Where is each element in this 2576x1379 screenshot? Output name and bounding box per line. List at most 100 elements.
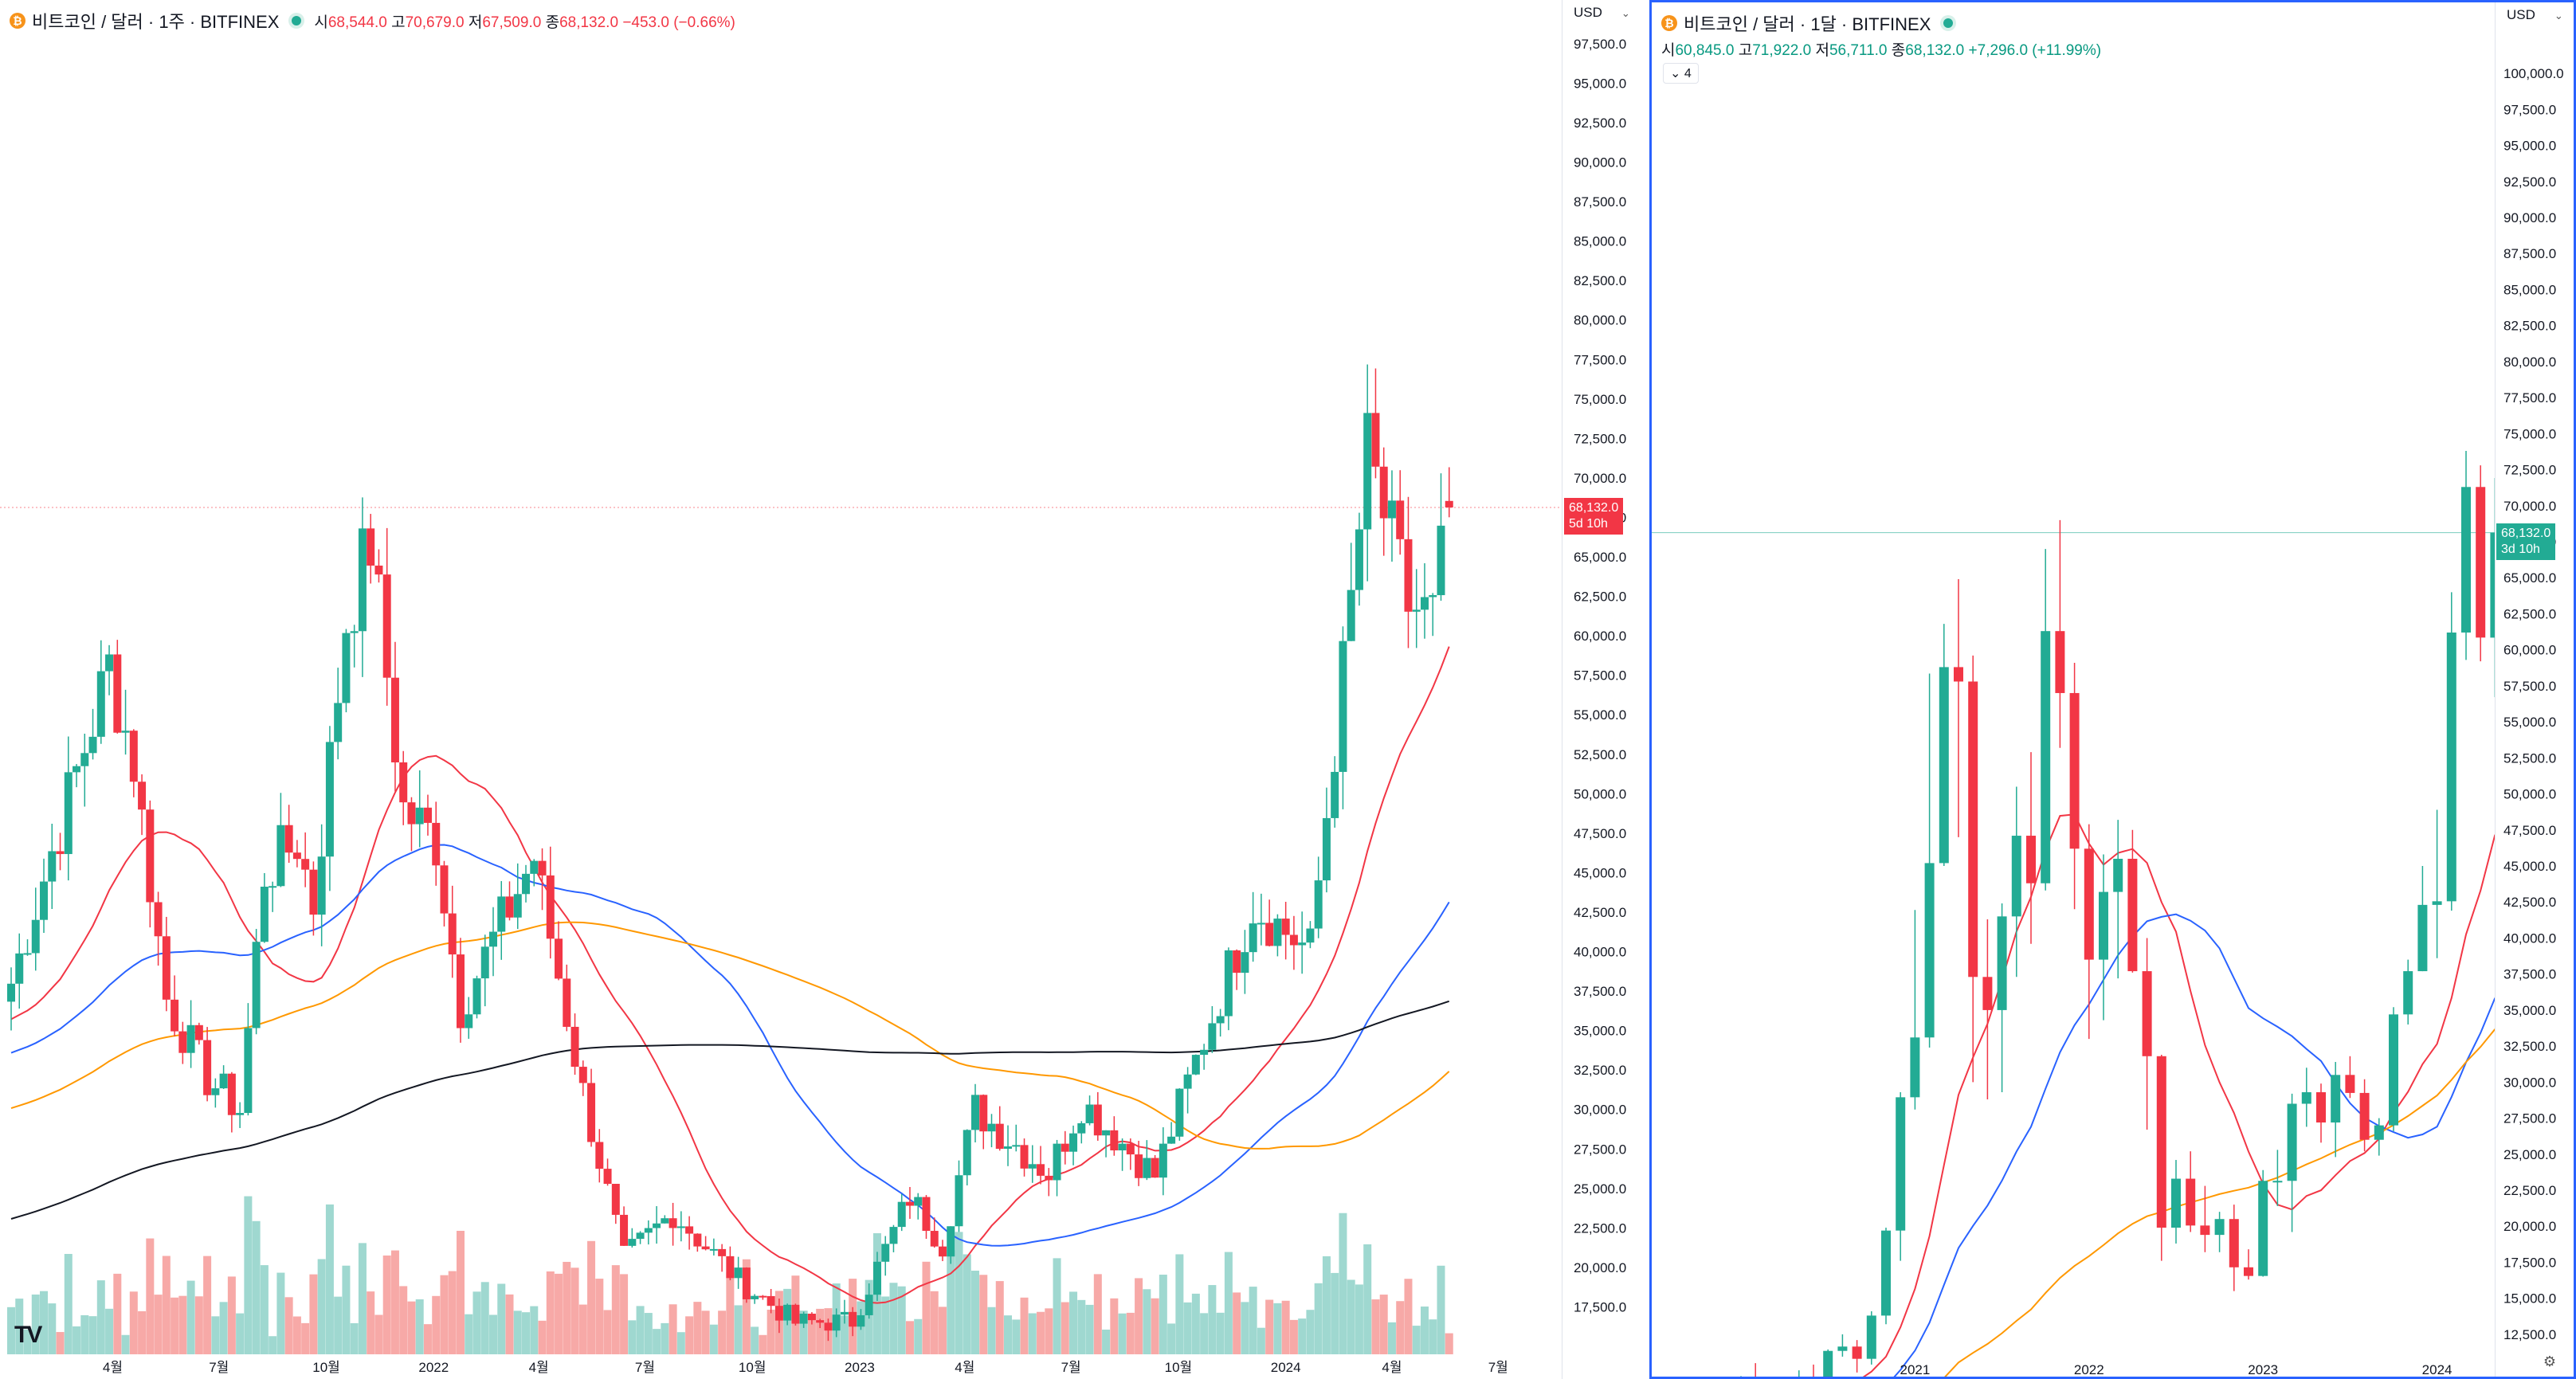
volume-bar — [971, 1271, 979, 1354]
candle-body — [301, 859, 310, 870]
candle-body — [1020, 1145, 1029, 1169]
volume-bar — [1135, 1278, 1143, 1354]
weekly-chart-pane[interactable]: 4월 7월 10월 2022 4월 7월 10월 2023 4월 7월 10월 2024 4월 7월 ₿ … — [0, 0, 1647, 1379]
y-tick-label: 40,000.0 — [1574, 945, 1626, 960]
candle-body — [1289, 934, 1298, 946]
y-tick-label: 47,500.0 — [1574, 826, 1626, 841]
weekly-currency-selector[interactable]: USD ⌄ — [1574, 5, 1630, 20]
volume-bar — [726, 1271, 735, 1354]
volume-bar — [628, 1320, 637, 1354]
candle-body — [2127, 858, 2138, 972]
volume-bar — [530, 1306, 539, 1354]
y-tick-label: 85,000.0 — [2503, 282, 2556, 297]
volume-bar — [1175, 1254, 1184, 1354]
volume-bar — [709, 1324, 718, 1354]
volume-bar — [227, 1276, 236, 1354]
candle-body — [1037, 1164, 1045, 1176]
volume-bar — [1126, 1312, 1135, 1354]
y-tick-label: 72,500.0 — [2503, 463, 2556, 478]
weekly-price-axis[interactable]: USD ⌄ 97,500.0 95,000.0 92,500.0 90,000.0 87,… — [1562, 0, 1647, 1379]
weekly-symbol-title[interactable]: 비트코인 / 달러 · 1주 · BITFINEX — [32, 12, 280, 32]
candle-body — [146, 809, 155, 903]
volume-bar — [432, 1295, 441, 1354]
volume-bar — [570, 1267, 579, 1354]
volume-bar — [1347, 1279, 1355, 1354]
volume-bar — [317, 1259, 326, 1354]
y-tick-label: 30,000.0 — [2503, 1075, 2556, 1090]
candle-body — [480, 946, 489, 979]
candle-body — [415, 807, 424, 825]
monthly-chart-canvas[interactable]: 2021 2022 2023 2024 — [1652, 2, 2495, 1379]
candle-body — [1167, 1136, 1176, 1144]
volume-bar — [292, 1316, 301, 1354]
y-tick-label: 50,000.0 — [2503, 787, 2556, 802]
candle-body — [138, 782, 147, 810]
volume-bar — [578, 1304, 587, 1354]
candle-body — [178, 1031, 187, 1053]
y-tick-label: 35,000.0 — [2503, 1003, 2556, 1018]
candle-body — [162, 936, 171, 1000]
monthly-symbol-title[interactable]: 비트코인 / 달러 · 1달 · BITFINEX — [1684, 14, 1931, 34]
tradingview-logo[interactable]: TV — [14, 1322, 42, 1348]
volume-bar — [1429, 1319, 1437, 1354]
volume-bar — [1281, 1300, 1290, 1354]
y-tick-label: 45,000.0 — [1574, 865, 1626, 880]
volume-bar — [546, 1271, 555, 1354]
candle-body — [2389, 1014, 2398, 1126]
y-tick-label: 15,000.0 — [2503, 1291, 2556, 1307]
candle-body — [399, 762, 408, 803]
volume-bar — [423, 1324, 432, 1354]
candle-body — [979, 1095, 988, 1132]
volume-bar — [415, 1299, 424, 1354]
settings-icon[interactable]: ⚙ — [2543, 1354, 2556, 1369]
monthly-chart-pane[interactable]: 2021 2022 2023 2024 ₿ 비트코인 / 달러 · 1달 · BITF… — [1649, 0, 2576, 1379]
candle-body — [595, 1142, 604, 1169]
candle-body — [1837, 1346, 1848, 1351]
candle-body — [905, 1201, 914, 1206]
volume-bar — [676, 1332, 685, 1354]
candle-body — [767, 1295, 775, 1307]
candle-body — [693, 1233, 702, 1247]
volume-bar — [309, 1274, 318, 1354]
candle-body — [2374, 1125, 2384, 1140]
volume-bar — [1012, 1319, 1021, 1354]
candle-body — [832, 1314, 841, 1331]
candle-body — [857, 1314, 865, 1327]
candle-body — [2476, 487, 2486, 638]
y-tick-label: 95,000.0 — [1574, 76, 1626, 91]
y-tick-label: 65,000.0 — [1574, 550, 1626, 565]
candle-body — [1208, 1023, 1217, 1050]
volume-bar — [1249, 1287, 1257, 1354]
volume-bar — [1110, 1298, 1119, 1354]
volume-bar — [1298, 1318, 1307, 1354]
y-tick-label: 42,500.0 — [1574, 905, 1626, 920]
collapse-indicators-button[interactable]: ⌄ 4 — [1663, 63, 1699, 84]
monthly-last-price-tag: 68,132.0 3d 10h — [2496, 523, 2556, 560]
volume-bar — [399, 1286, 408, 1354]
y-tick-label: 25,000.0 — [1574, 1181, 1626, 1197]
monthly-price-axis[interactable]: USD ⌄ 100,000.0 97,500.0 95,000.0 92,500.0 90… — [2495, 2, 2574, 1377]
weekly-y-ticks: 97,500.0 95,000.0 92,500.0 90,000.0 87,500.0… — [1574, 37, 1626, 1315]
volume-bar — [7, 1307, 15, 1354]
candle-body — [570, 1026, 579, 1068]
candle-body — [1954, 667, 1963, 682]
volume-bar — [236, 1313, 245, 1354]
candle-body — [1061, 1143, 1069, 1152]
volume-bar — [1093, 1274, 1102, 1354]
candle-body — [1331, 771, 1339, 818]
candle-body — [1233, 950, 1241, 974]
volume-bar — [244, 1196, 253, 1354]
weekly-chart-canvas[interactable]: 4월 7월 10월 2022 4월 7월 10월 2023 4월 7월 10월 2024 4월 7월 — [0, 0, 1562, 1379]
candle-body — [367, 528, 375, 566]
y-tick-label: 80,000.0 — [2503, 355, 2556, 370]
candle-body — [292, 852, 301, 860]
monthly-currency-selector[interactable]: USD ⌄ — [2507, 7, 2563, 22]
candle-body — [244, 1028, 253, 1114]
candle-body — [538, 860, 547, 876]
volume-bar — [1118, 1313, 1127, 1354]
candle-body — [325, 742, 334, 857]
candle-body — [1371, 413, 1380, 467]
candle-body — [260, 887, 269, 942]
candle-body — [2214, 1219, 2225, 1236]
candle-body — [947, 1226, 955, 1257]
